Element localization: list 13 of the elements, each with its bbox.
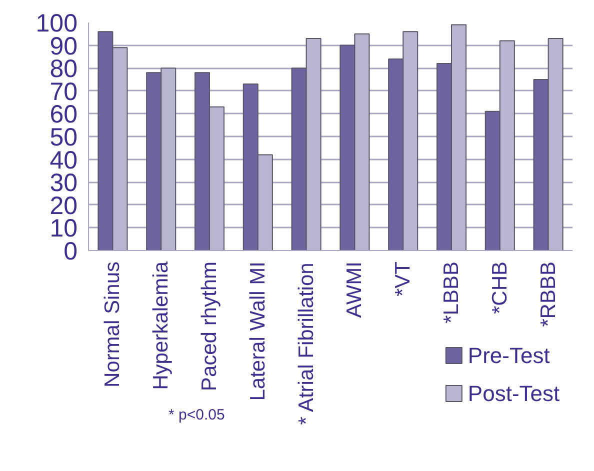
- x-tick-label: *LBBB: [440, 261, 463, 324]
- x-tick-label: AWMI: [343, 261, 366, 318]
- x-tick-label: *VT: [392, 261, 415, 297]
- x-tick-label: Hyperkalemia: [150, 261, 173, 390]
- text: * p<0.05: [168, 406, 225, 424]
- x-tick-label: Lateral Wall MI: [246, 261, 270, 401]
- x-tick-label: Normal Sinus: [101, 261, 124, 388]
- legend-label: Post-Test: [468, 381, 560, 406]
- x-tick-label: Paced rhythm: [198, 261, 221, 392]
- x-tick-label: *CHB: [488, 261, 512, 314]
- legend-label: Pre-Test: [468, 343, 550, 368]
- x-tick-label: *RBBB: [536, 262, 560, 327]
- x-tick-label: * Atrial Fibrillation: [294, 262, 318, 425]
